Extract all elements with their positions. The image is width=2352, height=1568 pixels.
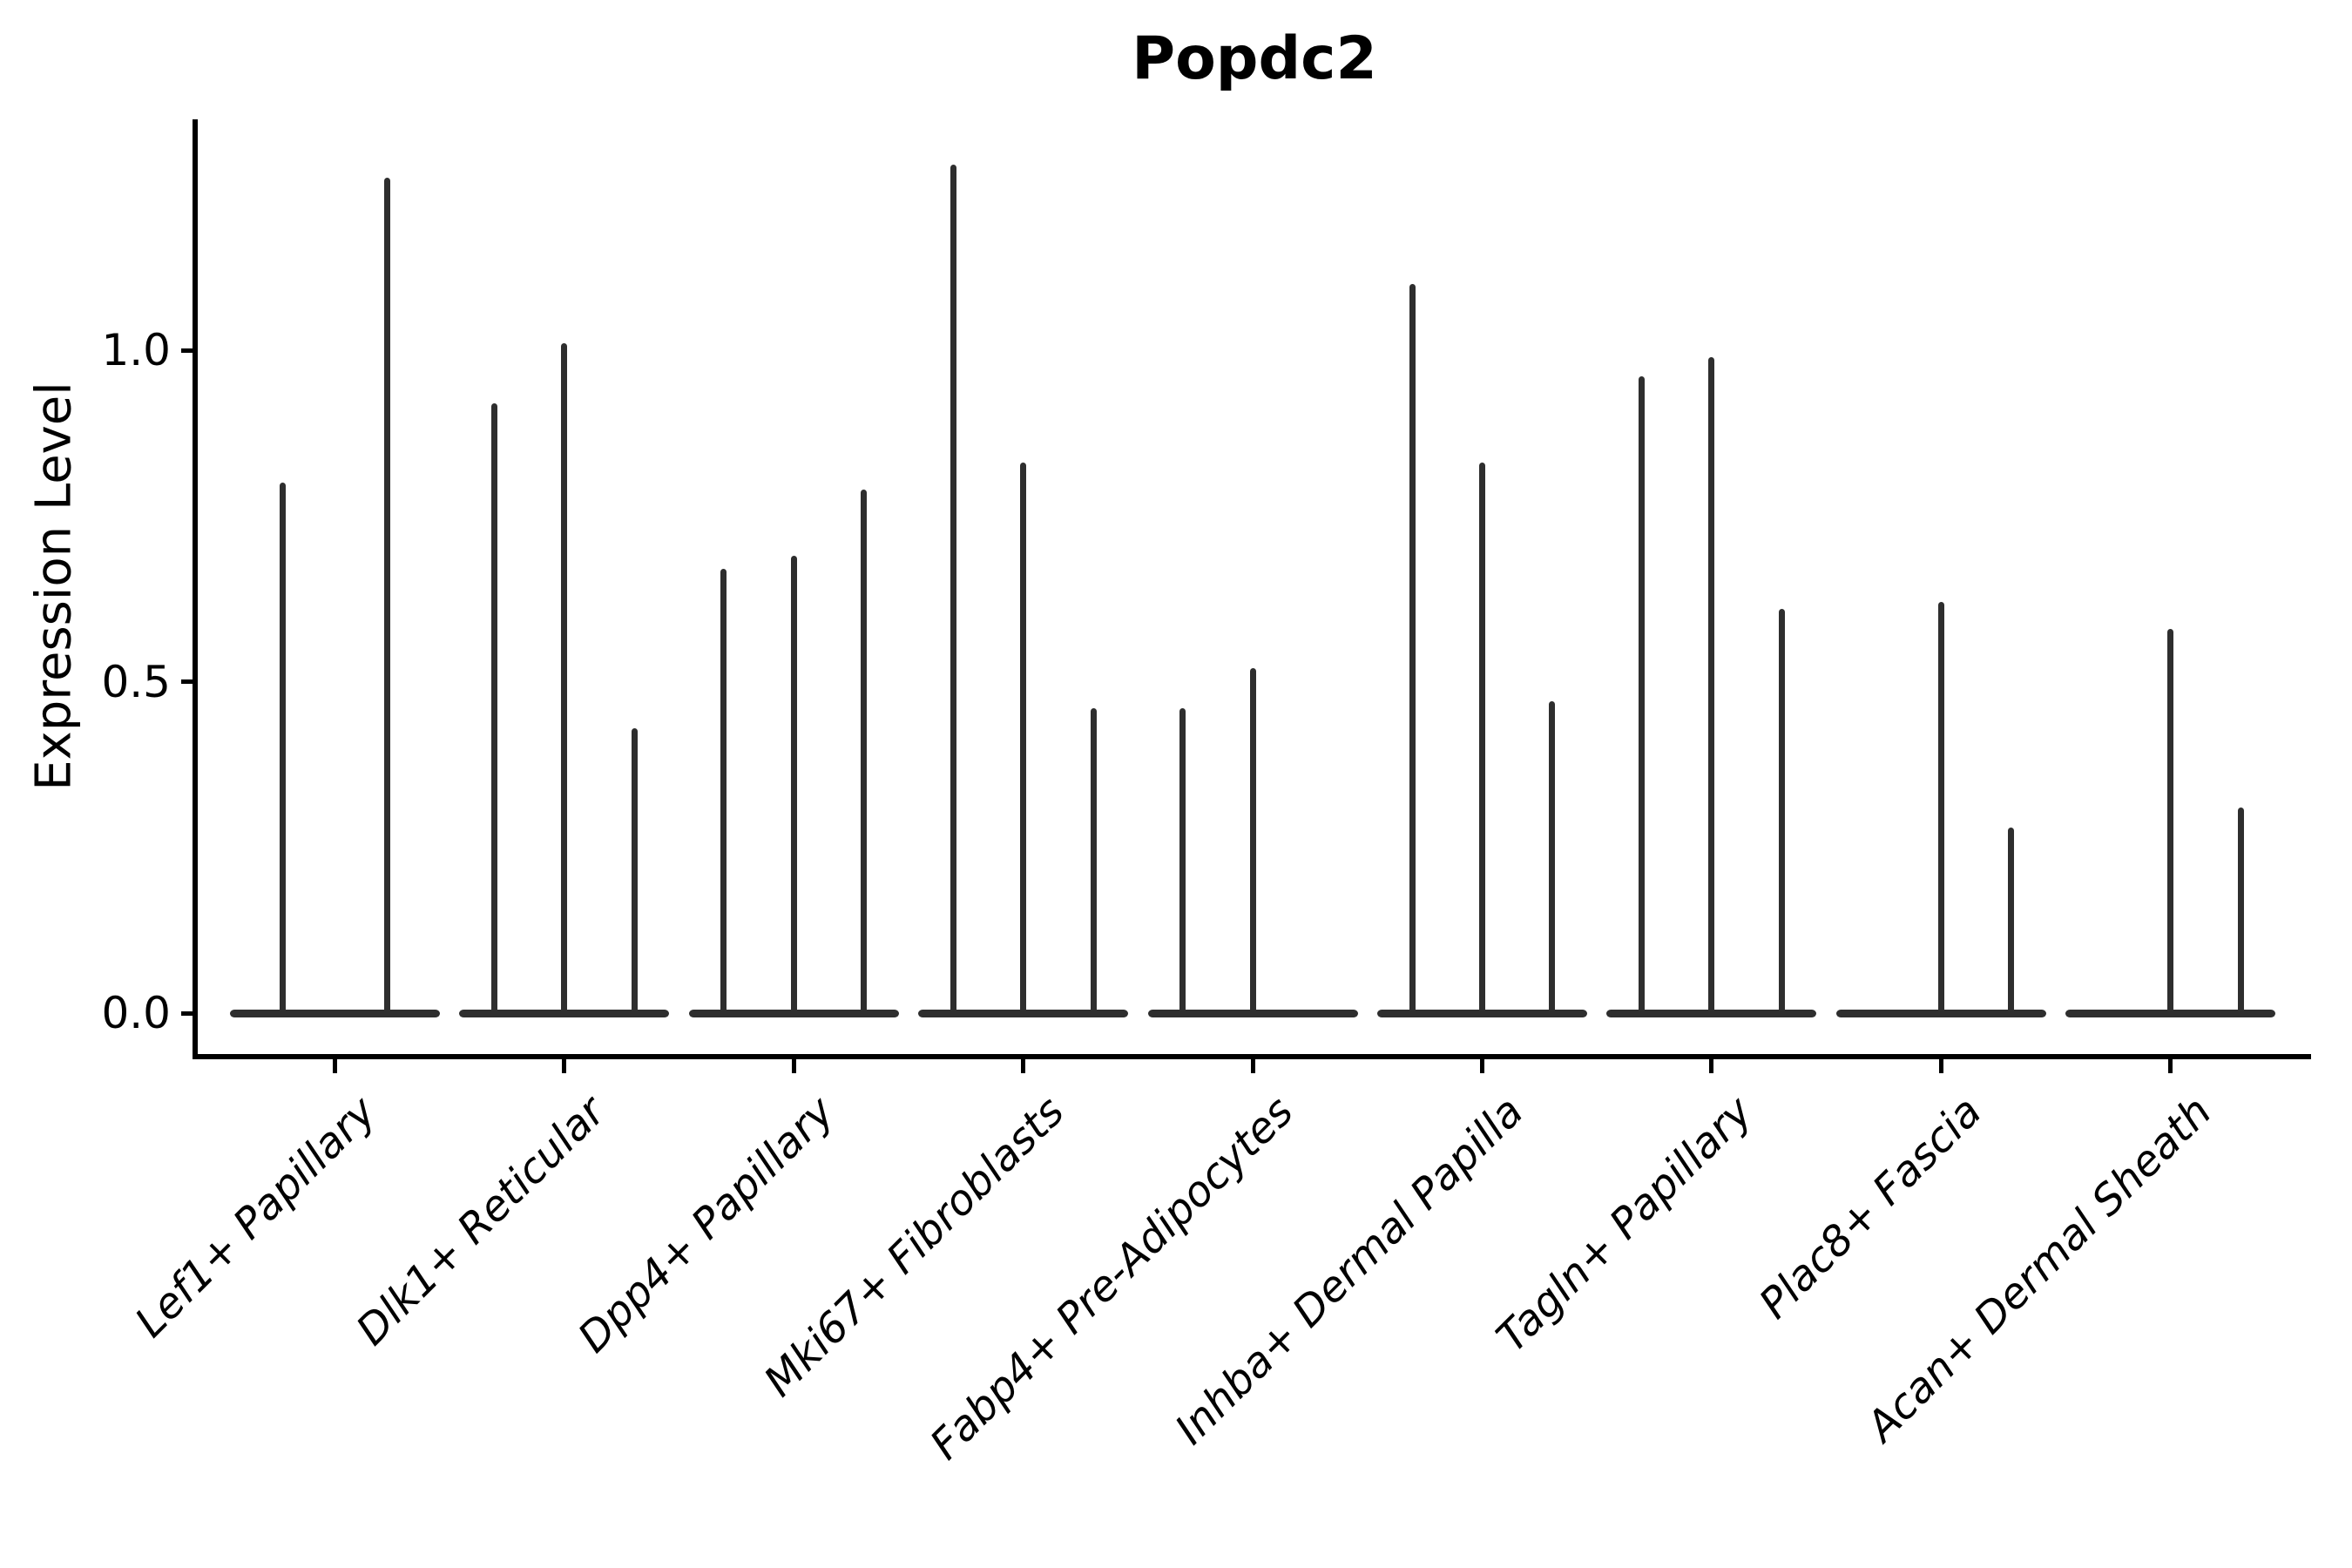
y-tick-label: 1.0 bbox=[101, 325, 171, 375]
violin-baseline bbox=[459, 1009, 670, 1017]
y-tick-label: 0.5 bbox=[101, 656, 171, 707]
violin-baseline bbox=[918, 1009, 1129, 1017]
violin-spike bbox=[950, 164, 956, 1013]
violin-baseline bbox=[688, 1009, 899, 1017]
violin-spike bbox=[279, 483, 286, 1013]
violin-spike bbox=[720, 569, 727, 1013]
violin-spike bbox=[2237, 808, 2244, 1013]
y-tick-mark bbox=[181, 679, 195, 684]
chart-title: Popdc2 bbox=[1132, 24, 1377, 93]
violin-spike bbox=[631, 727, 638, 1013]
y-axis-spine bbox=[193, 119, 198, 1059]
x-tick-mark bbox=[562, 1059, 567, 1073]
violin-spike bbox=[1708, 356, 1715, 1013]
violin-baseline bbox=[1377, 1009, 1587, 1017]
y-tick-label: 0.0 bbox=[101, 988, 171, 1038]
violin-spike bbox=[1409, 283, 1416, 1013]
y-tick-mark bbox=[181, 348, 195, 353]
violin-spike bbox=[1549, 701, 1556, 1013]
violin-spike bbox=[1090, 707, 1097, 1013]
violin-spike bbox=[2008, 827, 2015, 1013]
violin-baseline bbox=[1147, 1009, 1358, 1017]
violin-spike bbox=[861, 489, 868, 1013]
x-tick-mark bbox=[1709, 1059, 1714, 1073]
x-tick-mark bbox=[1021, 1059, 1026, 1073]
x-tick-mark bbox=[1480, 1059, 1484, 1073]
violin-spike bbox=[1778, 608, 1785, 1013]
y-axis-label: Expression Level bbox=[25, 382, 83, 791]
violin-spike bbox=[561, 343, 568, 1013]
violin-spike bbox=[1249, 668, 1256, 1013]
violin-spike bbox=[491, 402, 498, 1013]
violin-baseline bbox=[1606, 1009, 1817, 1017]
violin-baseline bbox=[2065, 1009, 2276, 1017]
violin-spike bbox=[1937, 602, 1944, 1013]
x-tick-mark bbox=[333, 1059, 337, 1073]
x-axis-spine bbox=[193, 1054, 2311, 1059]
violin-baseline bbox=[230, 1009, 440, 1017]
violin-spike bbox=[2167, 628, 2174, 1013]
y-tick-mark bbox=[181, 1010, 195, 1016]
violin-baseline bbox=[1835, 1009, 2046, 1017]
violin-spike bbox=[790, 555, 797, 1013]
violin-spike bbox=[1639, 376, 1646, 1013]
violin-spike bbox=[1179, 707, 1186, 1013]
x-tick-mark bbox=[1250, 1059, 1255, 1073]
x-tick-mark bbox=[2168, 1059, 2173, 1073]
x-tick-mark bbox=[791, 1059, 796, 1073]
violin-spike bbox=[384, 178, 391, 1013]
x-tick-mark bbox=[1938, 1059, 1943, 1073]
violin-spike bbox=[1479, 463, 1485, 1013]
violin-spike bbox=[1020, 463, 1027, 1013]
